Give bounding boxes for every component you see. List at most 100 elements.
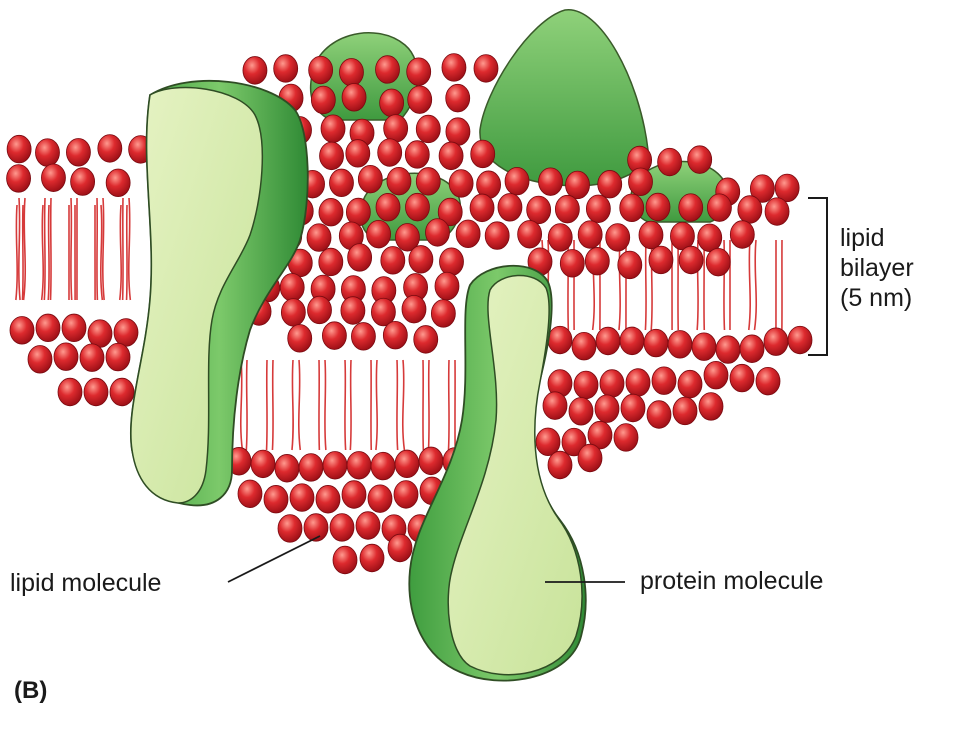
lipid-tail	[265, 359, 268, 451]
lipid-head	[643, 328, 669, 358]
lipid-head	[715, 335, 741, 364]
lipid-tail	[271, 359, 274, 451]
lipid-head	[667, 330, 693, 359]
lipid-head	[279, 273, 305, 302]
lipid-head	[470, 139, 496, 169]
lipid-head	[434, 271, 460, 301]
lipid-head	[351, 322, 376, 351]
lipid-head	[315, 485, 341, 514]
lipid-head	[97, 134, 123, 163]
lipid-head	[439, 247, 464, 276]
lipid-head	[707, 193, 732, 222]
protein-back-peak	[479, 9, 649, 187]
lipid-head	[597, 170, 623, 199]
lipid-head	[538, 167, 563, 196]
lipid-head	[263, 485, 289, 514]
lipid-tail	[324, 359, 327, 451]
lipid-tail	[99, 204, 104, 301]
lipid-head	[645, 192, 671, 222]
lipid-tail	[291, 359, 294, 451]
lipid-head	[6, 164, 31, 193]
bilayer-label-line-2: bilayer	[840, 254, 914, 282]
protein-transmembrane-right	[408, 264, 587, 682]
lipid-head	[547, 450, 573, 480]
lipid-head	[535, 427, 561, 457]
lipid-head	[438, 141, 464, 171]
lipid-tail	[349, 359, 352, 451]
lipid-head	[346, 451, 372, 480]
lipid-head	[277, 514, 303, 543]
lipid-head	[484, 221, 510, 250]
lipid-head	[87, 319, 113, 348]
lipid-head	[41, 163, 66, 192]
lipid-head	[339, 58, 364, 87]
lipid-tail	[43, 197, 46, 301]
lipid-head	[9, 316, 35, 345]
lipid-head	[53, 342, 79, 371]
lipid-tail	[21, 204, 24, 301]
lipid-head	[678, 245, 704, 275]
lipid-tail	[427, 359, 430, 451]
lipid-head	[303, 513, 329, 542]
lipid-head	[274, 454, 300, 483]
lipid-head	[109, 377, 135, 407]
lipid-head	[619, 326, 645, 356]
lipid-head	[617, 250, 643, 280]
lipid-head	[289, 483, 315, 512]
lipid-head	[620, 393, 646, 423]
lipid-head	[628, 167, 653, 197]
lipid-head	[587, 420, 613, 450]
lipid-head	[687, 145, 713, 174]
bilayer-label-line-3: (5 nm)	[840, 284, 913, 312]
lipid-head	[418, 446, 444, 476]
lipid-tail	[70, 197, 73, 301]
lipid-head	[340, 296, 366, 325]
lipid-head	[787, 325, 813, 355]
protein-molecule-label: protein molecule	[640, 567, 824, 595]
lipid-head	[648, 245, 674, 275]
lipid-tail	[245, 359, 248, 451]
lipid-tail	[618, 239, 621, 331]
lipid-head	[322, 321, 347, 350]
lipid-head	[585, 194, 611, 223]
lipid-head	[573, 370, 599, 400]
lipid-head	[577, 220, 603, 249]
lipid-head	[763, 327, 789, 356]
lipid-head	[605, 223, 631, 252]
lipid-head	[571, 331, 597, 361]
lipid-head	[697, 223, 723, 253]
lipid-head	[83, 377, 109, 407]
lipid-tail	[375, 359, 378, 451]
lipid-head	[729, 363, 755, 393]
lipid-tail	[644, 239, 647, 331]
lipid-head	[554, 194, 580, 224]
lipid-head	[646, 400, 672, 429]
lipid-head	[559, 249, 585, 278]
lipid-head	[35, 138, 60, 167]
lipid-head	[547, 223, 573, 252]
lipid-head	[105, 342, 131, 372]
lipid-head	[113, 318, 139, 347]
lipid-tail	[753, 239, 758, 331]
lipid-head	[584, 247, 610, 276]
lipid-head	[273, 54, 299, 83]
lipid-head	[370, 451, 396, 481]
lipid-head	[698, 392, 724, 421]
lipid-head	[320, 114, 346, 143]
lipid-head	[455, 219, 481, 249]
lipid-head	[380, 246, 406, 275]
lipid-head	[242, 56, 268, 85]
lipid-head	[542, 391, 568, 420]
lipid-head	[318, 247, 344, 277]
lipid-head	[729, 220, 755, 249]
lipid-head	[445, 117, 471, 146]
lipid-head	[526, 195, 552, 225]
lipid-head	[703, 360, 729, 390]
lipid-head	[469, 193, 495, 223]
lipid-head	[70, 167, 96, 196]
lipid-head	[678, 193, 704, 222]
lipid-head	[393, 480, 419, 509]
lipid-head	[448, 169, 474, 198]
lipid-head	[691, 332, 717, 361]
lipid-head	[280, 298, 306, 327]
